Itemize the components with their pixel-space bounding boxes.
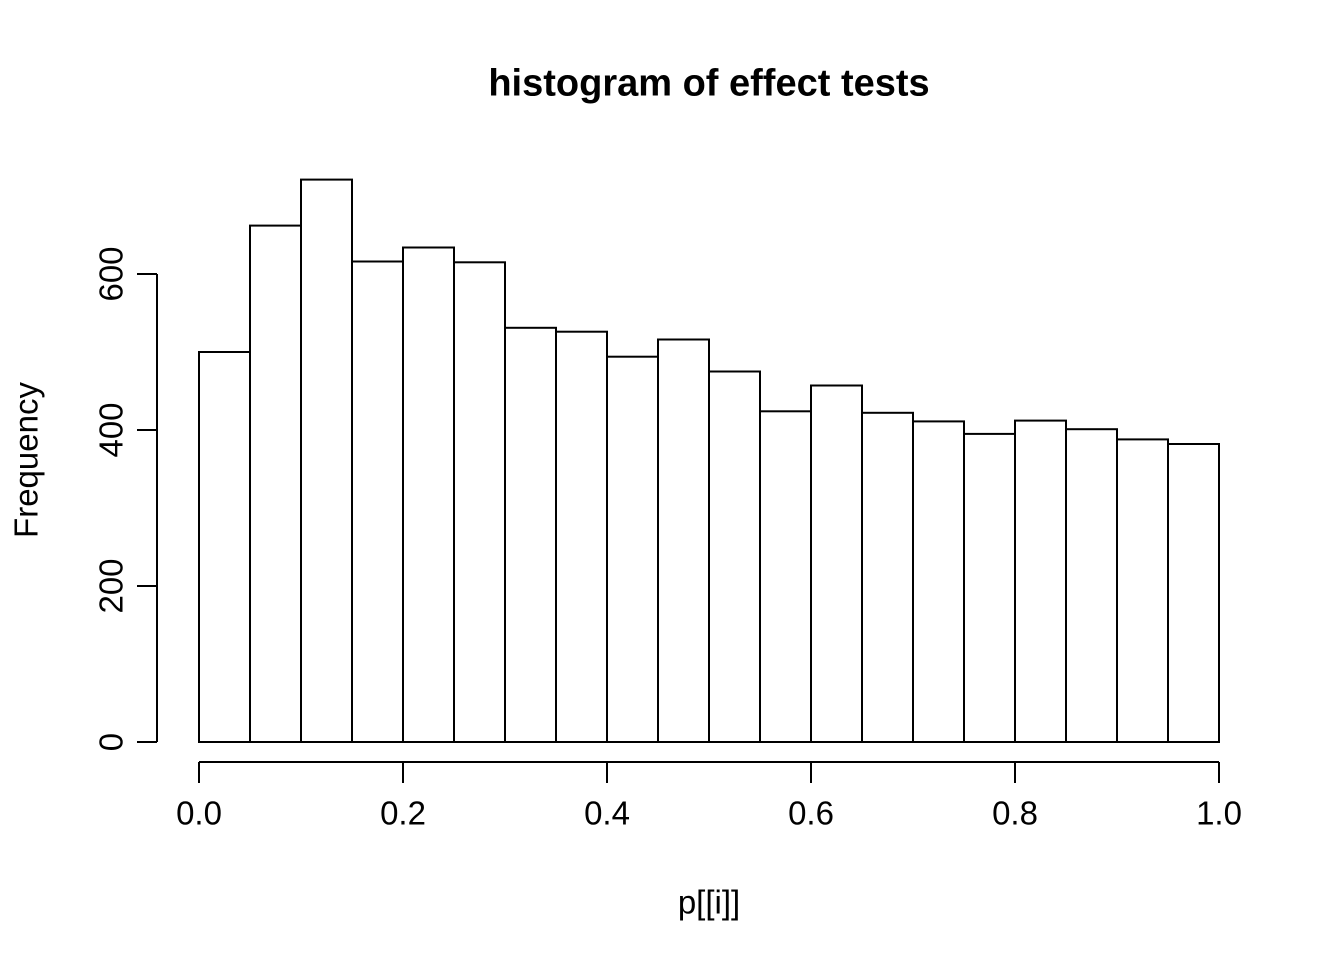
histogram-bar — [657, 338, 710, 743]
y-tick-label: 400 — [93, 402, 130, 457]
y-tick-label: 0 — [93, 733, 130, 751]
histogram-bar — [504, 326, 557, 743]
tick-labels-group: 0.0 0.2 0.4 0.6 0.8 1.0 0 200 400 600 — [93, 246, 1242, 831]
histogram-bar — [351, 260, 404, 743]
axes-path — [137, 273, 1220, 783]
x-tick-label: 0.0 — [176, 795, 222, 832]
axes-group — [137, 273, 1220, 783]
chart-title: histogram of effect tests — [488, 62, 929, 104]
histogram-bar — [249, 224, 302, 744]
histogram-bar — [810, 384, 863, 743]
histogram-bar — [1167, 443, 1220, 743]
x-axis-label: p[[i]] — [678, 884, 740, 921]
histogram-bar — [402, 246, 455, 743]
histogram-bar — [1065, 428, 1118, 743]
histogram-bar — [606, 355, 659, 743]
y-tick-label: 200 — [93, 558, 130, 613]
histogram-bar — [555, 330, 608, 743]
histogram-bar — [1116, 438, 1169, 743]
histogram-bar — [708, 370, 761, 743]
x-tick-label: 1.0 — [1196, 795, 1242, 832]
histogram-bar — [198, 351, 251, 743]
histogram-bar — [300, 178, 353, 744]
x-tick-label: 0.6 — [788, 795, 834, 832]
histogram-bar — [861, 411, 914, 743]
histogram-bar — [912, 420, 965, 743]
histogram-bar — [453, 261, 506, 743]
histogram-bar — [1014, 419, 1067, 743]
bars-group — [198, 178, 1220, 744]
y-tick-label: 600 — [93, 246, 130, 301]
x-tick-label: 0.2 — [380, 795, 426, 832]
histogram-bar — [963, 432, 1016, 743]
histogram-bar — [759, 410, 812, 743]
x-tick-label: 0.8 — [992, 795, 1038, 832]
x-tick-label: 0.4 — [584, 795, 630, 832]
y-axis-label: Frequency — [8, 382, 45, 538]
